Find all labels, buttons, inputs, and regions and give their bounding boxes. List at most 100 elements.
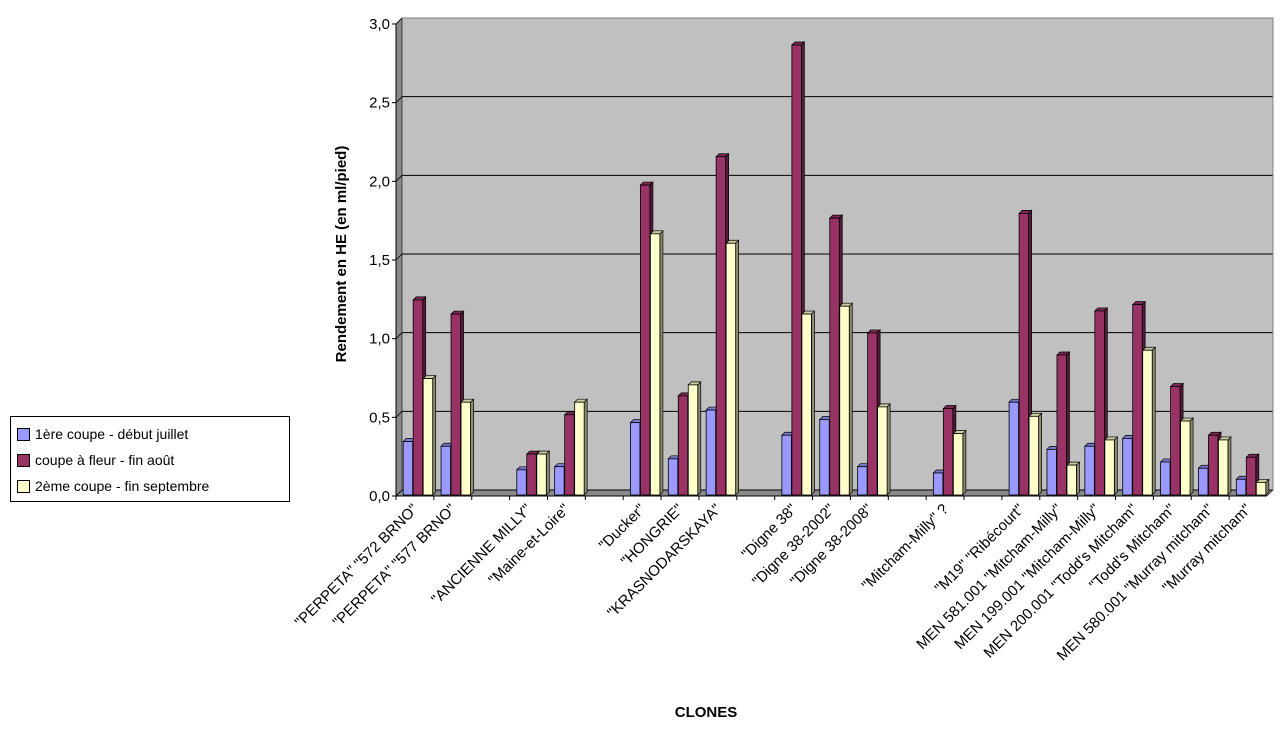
legend-label: 1ère coupe - début juillet bbox=[35, 426, 189, 442]
y-tick-label: 2,0 bbox=[369, 173, 390, 190]
bar bbox=[801, 313, 812, 496]
bar bbox=[1245, 456, 1257, 496]
bar bbox=[1218, 439, 1229, 496]
legend-item-series-1: 1ère coupe - début juillet bbox=[17, 421, 283, 447]
bar bbox=[1056, 354, 1067, 496]
bar bbox=[1094, 310, 1105, 496]
bar bbox=[857, 466, 868, 496]
bar-side bbox=[962, 429, 967, 496]
bar-side bbox=[697, 381, 702, 496]
plot-border bbox=[402, 17, 1274, 490]
bar bbox=[554, 466, 565, 496]
bar-side bbox=[659, 229, 664, 496]
bar bbox=[1255, 482, 1267, 496]
gridline-side bbox=[395, 175, 403, 182]
bar bbox=[1084, 445, 1095, 496]
legend-swatch bbox=[17, 479, 30, 493]
bar-side bbox=[811, 310, 815, 496]
bar bbox=[640, 184, 651, 496]
bar bbox=[564, 414, 575, 496]
bar-side bbox=[1076, 461, 1080, 496]
bar bbox=[450, 313, 461, 496]
bar bbox=[574, 401, 585, 496]
bar bbox=[1208, 434, 1219, 496]
bar-side bbox=[735, 239, 739, 496]
bar bbox=[1122, 437, 1133, 496]
bar bbox=[829, 217, 840, 496]
bar bbox=[705, 409, 717, 496]
bar bbox=[687, 384, 699, 496]
bar bbox=[877, 406, 888, 496]
legend-item-series-3: 2ème coupe - fin septembre bbox=[17, 473, 283, 499]
y-tick-label: 2,5 bbox=[369, 95, 390, 112]
legend-label: coupe à fleur - fin août bbox=[35, 452, 175, 468]
bar bbox=[725, 242, 737, 496]
bar bbox=[791, 44, 802, 496]
bar bbox=[402, 441, 414, 496]
gridline-side bbox=[395, 17, 403, 25]
bar bbox=[819, 419, 830, 496]
bar bbox=[1132, 304, 1143, 496]
bar bbox=[932, 472, 944, 496]
bar-side bbox=[848, 302, 853, 496]
bar bbox=[942, 408, 954, 496]
bar bbox=[952, 433, 964, 496]
bar bbox=[422, 378, 434, 496]
bar bbox=[526, 453, 537, 496]
legend-label: 2ème coupe - fin septembre bbox=[35, 478, 210, 494]
bar bbox=[1170, 386, 1181, 496]
bar bbox=[412, 299, 424, 496]
bar bbox=[536, 453, 547, 496]
y-tick-label: 1,0 bbox=[369, 331, 390, 348]
legend-swatch bbox=[17, 427, 30, 441]
bar bbox=[781, 434, 792, 496]
gridline-side bbox=[395, 253, 403, 261]
bar bbox=[1028, 415, 1039, 496]
gridline-side bbox=[395, 489, 403, 497]
bar-side bbox=[432, 374, 437, 496]
y-tick-label: 0,5 bbox=[369, 409, 390, 426]
legend-swatch bbox=[17, 453, 30, 467]
bar-side bbox=[886, 403, 891, 496]
bar bbox=[1180, 420, 1191, 496]
y-tick-label: 0,0 bbox=[369, 488, 390, 505]
bar bbox=[630, 422, 641, 496]
gridline-side bbox=[395, 332, 403, 339]
bar-side bbox=[1038, 412, 1042, 496]
y-tick-label: 3,0 bbox=[369, 16, 390, 33]
bar bbox=[1235, 478, 1247, 496]
bar bbox=[1008, 401, 1019, 496]
bar bbox=[839, 305, 850, 496]
bar-side bbox=[1113, 436, 1118, 496]
bar bbox=[1160, 461, 1171, 496]
bar bbox=[1198, 467, 1209, 496]
bar bbox=[1066, 464, 1077, 496]
bar bbox=[677, 395, 689, 496]
x-axis-title: CLONES bbox=[675, 704, 738, 721]
bar bbox=[460, 401, 471, 496]
bar bbox=[867, 332, 878, 496]
bar-side bbox=[1151, 346, 1156, 496]
bar bbox=[516, 469, 527, 496]
bar-side bbox=[1227, 436, 1232, 496]
bar-side bbox=[470, 398, 474, 496]
bar bbox=[1018, 212, 1029, 496]
bar-side bbox=[545, 450, 550, 496]
gridline-side bbox=[395, 96, 403, 103]
bar bbox=[440, 445, 451, 496]
gridline-side bbox=[395, 411, 403, 418]
bar bbox=[1104, 439, 1115, 496]
legend: 1ère coupe - début juillet coupe à fleur… bbox=[10, 416, 290, 502]
bar bbox=[715, 156, 727, 496]
bar bbox=[650, 233, 661, 496]
bar-side bbox=[1189, 417, 1194, 496]
legend-item-series-2: coupe à fleur - fin août bbox=[17, 447, 283, 473]
y-axis-title: Rendement en HE (en ml/pied) bbox=[333, 146, 350, 363]
bar-side bbox=[583, 398, 588, 496]
y-tick-label: 1,5 bbox=[369, 252, 390, 269]
bar bbox=[1142, 349, 1153, 496]
bar bbox=[667, 458, 679, 496]
bar bbox=[1046, 448, 1057, 496]
